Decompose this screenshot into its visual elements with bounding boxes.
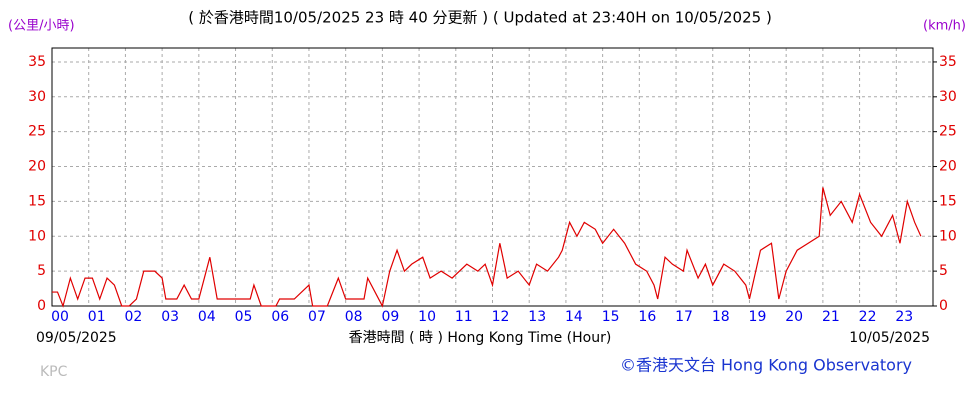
x-tick-label: 04 [198, 309, 216, 325]
x-tick-label: 06 [271, 309, 289, 325]
y2-tick-label: 20 [939, 159, 957, 175]
y-tick-label: 0 [37, 298, 46, 314]
x-tick-label: 17 [675, 309, 693, 325]
x-tick-label: 05 [235, 309, 253, 325]
x-tick-label: 02 [125, 309, 143, 325]
x-tick-label: 12 [492, 309, 510, 325]
x-tick-label: 11 [455, 309, 473, 325]
x-tick-label: 03 [161, 309, 179, 325]
start-date: 09/05/2025 [36, 330, 117, 346]
y2-tick-label: 15 [939, 193, 957, 209]
x-tick-label: 00 [51, 309, 69, 325]
y-tick-label: 5 [37, 263, 46, 279]
x-tick-label: 22 [859, 309, 877, 325]
x-tick-label: 08 [345, 309, 363, 325]
x-axis-label: 香港時間 ( 時 ) Hong Kong Time (Hour) [349, 330, 612, 346]
y-tick-label: 20 [28, 159, 46, 175]
x-tick-label: 21 [822, 309, 840, 325]
x-tick-label: 20 [785, 309, 803, 325]
x-tick-label: 09 [381, 309, 399, 325]
x-tick-label: 13 [528, 309, 546, 325]
x-tick-label: 23 [895, 309, 913, 325]
y-tick-label: 35 [28, 54, 46, 70]
y2-axis-label: (km/h) [923, 19, 966, 34]
y2-tick-label: 5 [939, 263, 948, 279]
plot-frame [51, 47, 934, 307]
y2-tick-label: 10 [939, 228, 957, 244]
station-code: KPC [40, 364, 68, 380]
x-tick-label: 01 [88, 309, 106, 325]
x-tick-label: 18 [712, 309, 730, 325]
x-tick-label: 15 [602, 309, 620, 325]
x-tick-label: 10 [418, 309, 436, 325]
end-date: 10/05/2025 [849, 330, 930, 346]
x-tick-label: 07 [308, 309, 326, 325]
y2-tick-label: 25 [939, 124, 957, 140]
x-tick-label: 19 [749, 309, 767, 325]
x-tick-label: 14 [565, 309, 583, 325]
wind-speed-line [52, 187, 922, 308]
credit: ©香港天文台 Hong Kong Observatory [620, 356, 912, 375]
y2-tick-label: 35 [939, 54, 957, 70]
x-tick-label: 16 [638, 309, 656, 325]
y-tick-label: 30 [28, 89, 46, 105]
y2-tick-label: 0 [939, 298, 948, 314]
y2-tick-label: 30 [939, 89, 957, 105]
y-axis-label: (公里/小時) [8, 19, 75, 34]
y-tick-label: 10 [28, 228, 46, 244]
chart-title: ( 於香港時間10/05/2025 23 時 40 分更新 ) ( Update… [188, 9, 772, 27]
y-tick-label: 15 [28, 193, 46, 209]
y-tick-label: 25 [28, 124, 46, 140]
